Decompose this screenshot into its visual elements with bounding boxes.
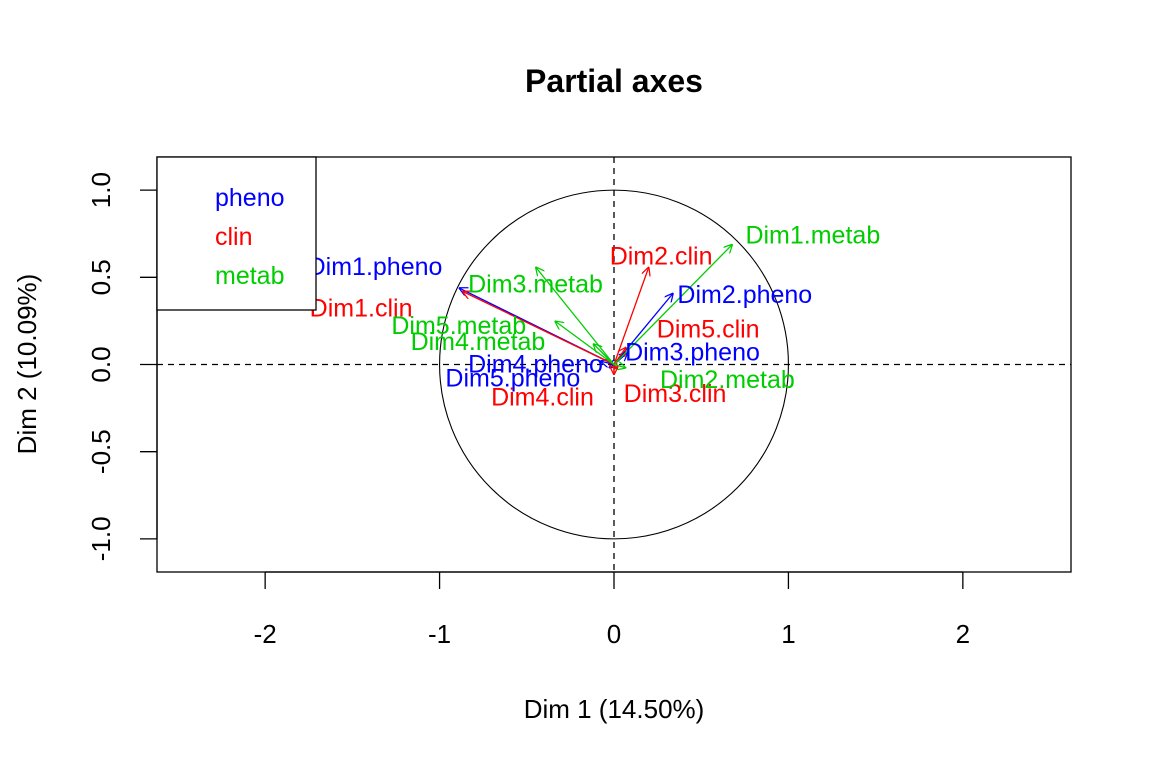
x-axis-label: Dim 1 (14.50%) — [524, 694, 705, 724]
legend-entry-pheno: pheno — [215, 184, 285, 212]
arrow-dim1-clin — [462, 291, 615, 366]
label-dim5-pheno: Dim5.pheno — [445, 364, 580, 392]
x-tick-label: -2 — [254, 619, 277, 649]
y-tick-label: 1.0 — [86, 172, 116, 208]
label-dim3-pheno: Dim3.pheno — [625, 338, 760, 366]
arrow-dim2-metab — [613, 365, 626, 368]
label-dim3-metab: Dim3.metab — [468, 270, 603, 298]
arrow-dim5-metab — [555, 321, 615, 366]
y-axis: -1.0 -0.5 0.0 0.5 1.0 — [86, 172, 158, 561]
legend-entry-metab: metab — [215, 262, 284, 290]
arrow-dim1-metab — [613, 244, 733, 365]
label-dim5-clin: Dim5.clin — [657, 316, 760, 344]
label-dim4-metab: Dim4.metab — [411, 328, 546, 356]
label-dim1-clin: Dim1.clin — [310, 295, 413, 323]
arrow-dim4-metab — [593, 344, 615, 365]
x-tick-label: 0 — [607, 619, 621, 649]
label-dim4-pheno: Dim4.pheno — [468, 351, 603, 379]
arrows-layer — [459, 244, 733, 375]
y-tick-label: 0.0 — [86, 346, 116, 382]
y-axis-label: Dim 2 (10.09%) — [12, 274, 42, 455]
y-tick-label: 0.5 — [86, 259, 116, 295]
label-dim5-metab: Dim5.metab — [391, 312, 526, 340]
arrow-labels-layer: Dim1.pheno Dim2.pheno Dim3.pheno Dim4.pheno… — [308, 221, 881, 411]
label-dim1-metab: Dim1.metab — [745, 221, 880, 249]
x-axis: -2 -1 0 1 2 — [254, 571, 970, 649]
x-tick-label: -1 — [428, 619, 451, 649]
legend: pheno clin metab — [156, 156, 317, 311]
label-dim1-pheno: Dim1.pheno — [308, 253, 443, 281]
y-tick-label: -1.0 — [86, 516, 116, 561]
label-dim2-clin: Dim2.clin — [610, 242, 713, 270]
legend-box — [156, 156, 317, 311]
label-dim4-clin: Dim4.clin — [491, 384, 594, 412]
y-tick-label: -0.5 — [86, 429, 116, 474]
label-dim2-pheno: Dim2.pheno — [677, 281, 812, 309]
chart-title: Partial axes — [525, 63, 703, 99]
legend-entry-clin: clin — [215, 223, 253, 251]
label-dim3-clin: Dim3.clin — [624, 380, 727, 408]
label-dim2-metab: Dim2.metab — [660, 366, 795, 394]
x-tick-label: 1 — [781, 619, 795, 649]
x-tick-label: 2 — [956, 619, 970, 649]
